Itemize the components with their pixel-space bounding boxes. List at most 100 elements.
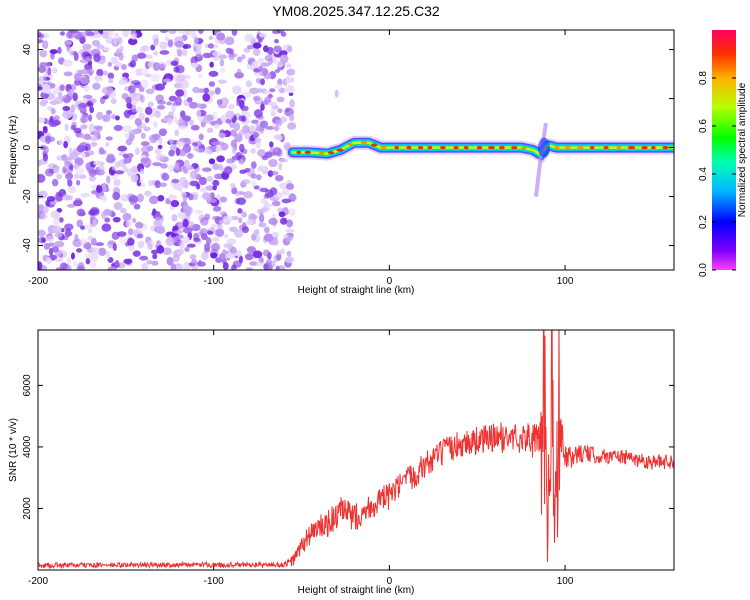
noise-blob: [201, 192, 212, 201]
noise-blob: [222, 262, 229, 270]
noise-blob: [89, 106, 95, 114]
noise-blob: [122, 30, 130, 38]
noise-blob: [171, 178, 180, 184]
noise-blob: [178, 148, 187, 157]
noise-blob: [107, 62, 112, 67]
noise-blob: [248, 124, 257, 132]
noise-blob: [103, 46, 110, 52]
colorbar-label: Normalized spectral amplitude: [737, 82, 748, 217]
noise-blob: [104, 217, 111, 223]
noise-blob: [177, 221, 183, 230]
colorbar-tick-label: 0.8: [698, 71, 709, 85]
signal-peak: [603, 146, 609, 150]
noise-blob: [163, 116, 174, 123]
noise-blob: [172, 115, 178, 123]
noise-blob: [101, 88, 108, 94]
noise-blob: [165, 236, 176, 246]
noise-blob: [67, 179, 73, 187]
colorbar-tick-label: 0.4: [698, 167, 709, 181]
noise-blob: [140, 132, 146, 139]
noise-blob: [223, 243, 233, 249]
noise-blob: [88, 114, 93, 122]
noise-blob: [159, 50, 170, 55]
noise-blob: [173, 82, 183, 89]
noise-blob: [96, 169, 105, 176]
noise-blob: [166, 101, 172, 106]
noise-blob: [161, 172, 170, 181]
noise-blob: [234, 133, 243, 143]
noise-blob: [38, 86, 43, 91]
noise-blob: [272, 57, 278, 64]
spectrogram-ylabel: Frequency (Hz): [8, 116, 19, 185]
noise-blob: [182, 167, 189, 174]
noise-blob: [213, 173, 224, 180]
x-tick-label: 0: [387, 276, 393, 287]
noise-blob: [119, 236, 129, 245]
noise-blob: [135, 68, 143, 77]
noise-blob: [153, 50, 158, 56]
noise-blob: [75, 69, 83, 74]
signal-peak: [318, 151, 325, 155]
noise-blob: [217, 79, 227, 84]
noise-blob: [203, 114, 213, 124]
noise-blob: [252, 214, 259, 220]
noise-blob: [154, 216, 161, 222]
noise-blob: [212, 237, 220, 243]
noise-blob: [93, 129, 100, 137]
noise-blob: [263, 233, 274, 242]
noise-blob: [157, 144, 163, 150]
noise-blob: [174, 263, 183, 270]
noise-blob: [264, 226, 270, 234]
noise-blob: [138, 86, 145, 93]
noise-blob: [224, 36, 235, 46]
noise-blob: [83, 133, 92, 141]
noise-blob: [216, 99, 223, 105]
noise-blob: [128, 84, 136, 94]
snr-panel: -200 -100 0 100 2000 4000 6000 Height of strai…: [8, 329, 675, 596]
noise-blob: [274, 84, 283, 90]
snr-frame: [37, 329, 675, 571]
noise-blob: [52, 67, 57, 73]
noise-blob: [210, 242, 220, 252]
noise-blob: [215, 228, 225, 237]
noise-blob: [252, 42, 262, 49]
signal-peak: [380, 146, 387, 150]
noise-blob: [182, 236, 191, 244]
noise-blob: [92, 218, 97, 228]
noise-blob: [226, 238, 237, 245]
signal-peak: [511, 146, 518, 150]
noise-blob: [256, 88, 263, 93]
noise-blob: [230, 163, 238, 170]
noise-blob: [102, 70, 108, 76]
noise-blob: [167, 164, 174, 172]
noise-blob: [42, 40, 49, 50]
noise-blob: [175, 89, 185, 97]
noise-blob: [177, 124, 188, 130]
noise-blob: [41, 62, 51, 67]
noise-blob: [226, 158, 235, 164]
noise-blob: [250, 148, 256, 154]
noise-blob: [139, 168, 145, 175]
noise-blob: [196, 109, 202, 118]
signal-peak: [453, 146, 459, 150]
noise-blob: [222, 215, 233, 223]
signal-peak: [476, 146, 483, 150]
noise-blob: [283, 234, 289, 239]
noise-blob: [98, 195, 107, 201]
noise-blob: [62, 166, 67, 174]
noise-blob: [132, 250, 141, 257]
signal-peak: [440, 146, 446, 150]
noise-blob: [189, 254, 197, 260]
noise-blob: [230, 182, 236, 189]
noise-blob: [172, 101, 182, 107]
noise-blob: [40, 145, 47, 151]
noise-blob: [89, 150, 95, 156]
noise-blob: [62, 106, 71, 112]
noise-blob: [159, 41, 168, 50]
signal-peak: [394, 146, 399, 150]
noise-blob: [208, 81, 216, 87]
noise-blob: [264, 151, 273, 159]
noise-blob: [76, 219, 84, 228]
noise-blob: [80, 124, 88, 130]
noise-blob: [127, 37, 138, 46]
